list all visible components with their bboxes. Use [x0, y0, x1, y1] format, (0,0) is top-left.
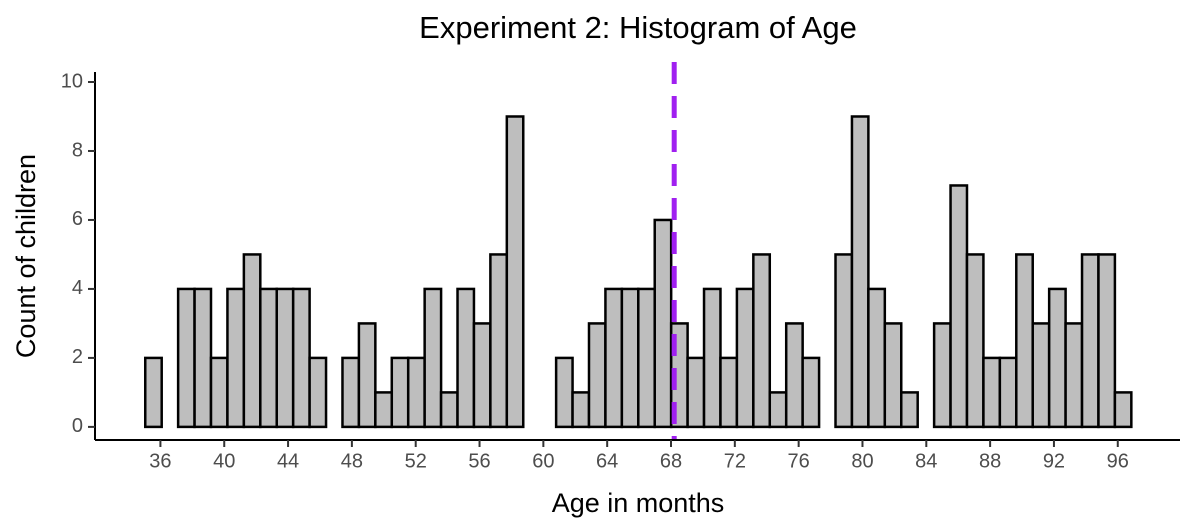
- x-tick-label: 96: [1107, 450, 1129, 472]
- bar: [226, 287, 246, 429]
- y-tick-label: 0: [72, 415, 83, 437]
- bar: [406, 356, 426, 429]
- x-tick-label: 64: [596, 450, 618, 472]
- bar: [998, 356, 1018, 429]
- bar: [390, 356, 410, 429]
- x-tick-label: 40: [213, 450, 235, 472]
- x-axis-label: Age in months: [552, 488, 725, 518]
- bar: [637, 287, 656, 429]
- y-axis-label: Count of children: [11, 154, 41, 358]
- bar: [702, 287, 722, 429]
- y-tick-label: 4: [72, 277, 83, 299]
- bar: [1113, 391, 1133, 429]
- bar: [1031, 322, 1051, 429]
- bar: [834, 253, 854, 429]
- bar: [489, 253, 509, 429]
- bar: [752, 253, 772, 429]
- bar: [1064, 322, 1084, 429]
- bar: [801, 356, 821, 429]
- bar: [144, 356, 163, 429]
- bar: [620, 287, 640, 429]
- chart-title: Experiment 2: Histogram of Age: [419, 10, 857, 45]
- bar: [1015, 253, 1034, 429]
- y-tick-label: 2: [72, 346, 83, 368]
- y-tick-label: 6: [72, 208, 83, 230]
- bar: [259, 287, 278, 429]
- bar: [308, 356, 328, 429]
- bar: [456, 287, 476, 429]
- bar: [472, 322, 492, 429]
- x-tick-label: 52: [405, 450, 427, 472]
- bar: [900, 391, 919, 429]
- bar: [653, 218, 673, 429]
- bar: [587, 322, 607, 429]
- bar: [193, 287, 213, 429]
- bar: [1047, 287, 1067, 429]
- bar: [357, 322, 377, 429]
- x-tick-label: 60: [532, 450, 554, 472]
- bar: [571, 391, 591, 429]
- bar: [982, 356, 1002, 429]
- bar: [686, 356, 706, 429]
- bar: [850, 115, 870, 429]
- bar: [439, 391, 459, 429]
- x-tick-label: 44: [277, 450, 299, 472]
- x-tick-label: 92: [1043, 450, 1065, 472]
- bar: [341, 356, 361, 429]
- x-tick-label: 76: [788, 450, 810, 472]
- x-tick-label: 48: [341, 450, 363, 472]
- bar: [604, 287, 624, 429]
- x-tick-label: 56: [468, 450, 490, 472]
- bar: [719, 356, 739, 429]
- y-tick-label: 8: [72, 139, 83, 161]
- bar: [242, 253, 262, 429]
- bar: [275, 287, 295, 429]
- bar: [965, 253, 985, 429]
- x-tick-label: 84: [915, 450, 937, 472]
- bar: [784, 322, 804, 429]
- x-tick-label: 72: [724, 450, 746, 472]
- bar: [867, 287, 887, 429]
- bar: [554, 356, 574, 429]
- bar: [505, 115, 525, 429]
- bar: [735, 287, 755, 429]
- x-tick-label: 80: [851, 450, 873, 472]
- bar: [1080, 253, 1100, 429]
- bar: [209, 356, 229, 429]
- bar: [949, 184, 969, 429]
- bar: [374, 391, 394, 429]
- bar: [883, 322, 903, 429]
- bar: [423, 287, 443, 429]
- x-tick-label: 36: [149, 450, 171, 472]
- bar: [932, 322, 952, 429]
- bar: [1097, 253, 1117, 429]
- bar: [768, 391, 788, 429]
- bar: [176, 287, 196, 429]
- y-tick-label: 10: [61, 70, 83, 92]
- x-tick-label: 88: [979, 450, 1001, 472]
- x-tick-label: 68: [660, 450, 682, 472]
- bar: [291, 287, 311, 429]
